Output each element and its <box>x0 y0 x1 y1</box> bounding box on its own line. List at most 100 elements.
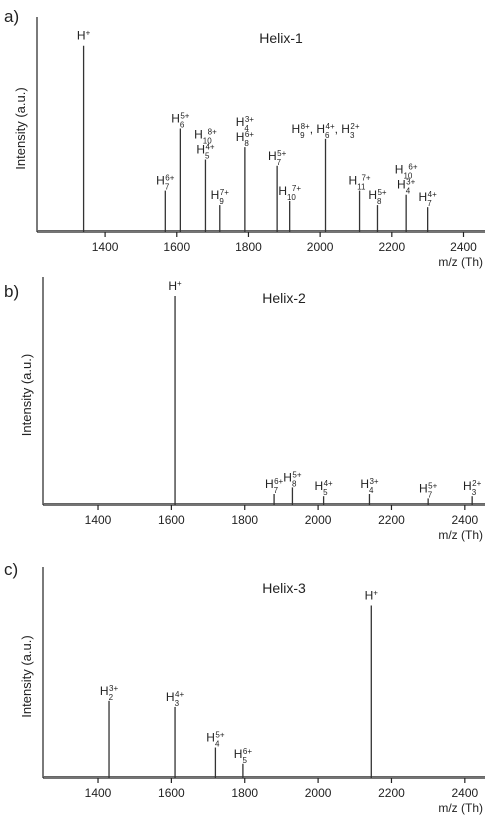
peak-label-sup: 6+ <box>274 477 283 486</box>
peak-label-sup: + <box>86 28 91 37</box>
peak-label-text: H <box>368 188 377 202</box>
peak-label-text: , H <box>335 122 350 136</box>
x-axis-label: m/z (Th) <box>438 801 483 815</box>
peak-label-sub: 6 <box>180 120 185 129</box>
panel-label: b) <box>4 282 19 301</box>
x-tick-label: 2200 <box>378 786 405 800</box>
peak-label-sub: 3 <box>472 488 477 497</box>
peak-label: H23+ <box>100 683 119 701</box>
peak-label: H85+ <box>283 470 302 488</box>
peak-label-sub: 7 <box>428 490 433 499</box>
peak-label-sub: 11 <box>357 182 366 191</box>
peak-label-sup: 6+ <box>245 130 254 139</box>
peak-label: H43+ <box>236 115 255 133</box>
peak-label-sup: 5+ <box>180 111 189 120</box>
peak-label-sub: 8 <box>244 139 249 148</box>
y-axis-label: Intensity (a.u.) <box>19 354 34 436</box>
peak-label-text: H <box>365 588 374 602</box>
peak-label-sup: 5+ <box>215 730 224 739</box>
peak-label: H107+ <box>278 183 301 201</box>
peak-label: H85+ <box>368 188 387 206</box>
peak-label: H34+ <box>166 689 185 707</box>
x-tick-label: 2400 <box>450 240 477 254</box>
peak-label-text: H <box>265 477 274 491</box>
peak-label-text: H <box>156 174 165 188</box>
peak-label-text: H <box>100 684 109 698</box>
x-tick-label: 2000 <box>307 240 334 254</box>
peak-label-text: , H <box>310 122 325 136</box>
x-axis-label: m/z (Th) <box>438 255 483 269</box>
peak-label-text: H <box>211 188 220 202</box>
chart-title: Helix-1 <box>259 30 303 46</box>
peak-label: H65+ <box>171 111 190 129</box>
peak-label-sup: 6+ <box>165 173 174 182</box>
peak-label-sup: 7+ <box>361 173 370 182</box>
peak-label: H76+ <box>156 173 175 191</box>
peak-label-sup: 4+ <box>326 121 335 130</box>
peak-label: H98+, H64+, H32+ <box>291 121 359 139</box>
x-tick-label: 1600 <box>158 513 185 527</box>
x-tick-label: 1600 <box>158 786 185 800</box>
peak-label-sub: 3 <box>350 130 355 139</box>
peak-label-sub: 5 <box>205 151 210 160</box>
peak-label-sub: 2 <box>109 692 114 701</box>
peak-label-text: H <box>77 29 86 43</box>
peak-label-text: H <box>268 149 277 163</box>
peak-label-text: H <box>349 174 358 188</box>
y-axis-label: Intensity (a.u.) <box>19 635 34 717</box>
peak-label: H+ <box>168 279 182 294</box>
peak-label-sup: 6+ <box>243 746 252 755</box>
peak-label-sup: 8+ <box>301 121 310 130</box>
x-tick-label: 2400 <box>451 786 478 800</box>
peak-label-text: H <box>171 112 180 126</box>
x-tick-label: 2000 <box>305 513 332 527</box>
peak-label: H76+ <box>265 477 284 495</box>
peak-label: H56+ <box>234 746 253 764</box>
x-tick-label: 2000 <box>305 786 332 800</box>
x-tick-label: 1800 <box>235 240 262 254</box>
peak-label-text: H <box>236 115 245 129</box>
peak-label-sub: 7 <box>427 199 432 208</box>
x-tick-label: 2200 <box>378 240 405 254</box>
peak-label-text: H <box>236 130 245 144</box>
x-tick-label: 1400 <box>85 513 112 527</box>
peak-label-sub: 4 <box>244 124 249 133</box>
peak-label: H75+ <box>419 481 438 499</box>
peak-label-text: H <box>166 690 175 704</box>
peak-label-text: H <box>194 128 203 142</box>
peak-label-sup: 3+ <box>406 177 415 186</box>
x-axis-label: m/z (Th) <box>438 528 483 542</box>
peak-label: H108+ <box>194 127 217 145</box>
peak-label-sup: 3+ <box>369 477 378 486</box>
panel-label: a) <box>4 7 19 26</box>
chart-title: Helix-2 <box>262 290 306 306</box>
peak-label-sub: 6 <box>325 130 330 139</box>
peak-label-sup: + <box>177 279 182 288</box>
x-tick-label: 1400 <box>85 786 112 800</box>
peak-label: H74+ <box>419 190 438 208</box>
peak-label-sub: 5 <box>323 488 328 497</box>
peak-label-text: H <box>314 479 323 493</box>
x-tick-label: 1800 <box>231 513 258 527</box>
peak-label-sup: 5+ <box>428 481 437 490</box>
peak-label: H54+ <box>196 142 215 160</box>
peak-label-sup: 5+ <box>277 148 286 157</box>
peak-label-text: H <box>168 279 177 293</box>
peak-label-sup: 4+ <box>324 479 333 488</box>
peak-label-sub: 4 <box>369 486 374 495</box>
peak-label-text: H <box>196 143 205 157</box>
peak-label-sub: 5 <box>242 755 247 764</box>
peak-label-sup: 2+ <box>472 479 481 488</box>
x-tick-label: 2400 <box>451 513 478 527</box>
peak-label-text: H <box>283 470 292 484</box>
peak-label-sub: 9 <box>219 197 224 206</box>
y-axis-label: Intensity (a.u.) <box>13 87 28 169</box>
chart-title: Helix-3 <box>262 580 306 596</box>
peak-label-sub: 7 <box>277 157 282 166</box>
peak-label: H54+ <box>314 479 333 497</box>
peak-label-sup: 7+ <box>292 183 301 192</box>
peak-label-text: H <box>397 178 406 192</box>
peak-label: H45+ <box>206 730 225 748</box>
x-tick-label: 1600 <box>163 240 190 254</box>
peak-label: H106+ <box>395 162 418 180</box>
